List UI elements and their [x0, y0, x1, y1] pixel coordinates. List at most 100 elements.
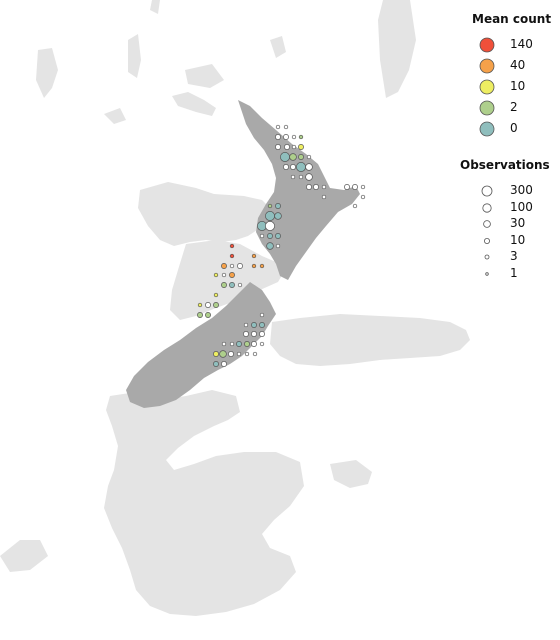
observation-marker[interactable] [229, 272, 235, 278]
observation-marker[interactable] [306, 154, 312, 160]
observation-marker[interactable] [237, 282, 243, 288]
observation-marker[interactable] [360, 194, 366, 200]
legend-mean-item: 140 [460, 37, 556, 53]
observation-marker[interactable] [259, 233, 265, 239]
observation-marker[interactable] [265, 211, 275, 221]
observation-marker[interactable] [236, 341, 242, 347]
observation-marker[interactable] [321, 184, 327, 190]
observation-marker[interactable] [291, 144, 297, 150]
observation-marker[interactable] [280, 152, 290, 162]
observation-marker[interactable] [221, 263, 227, 269]
observation-marker[interactable] [298, 154, 304, 160]
observation-marker[interactable] [298, 144, 304, 150]
observation-marker[interactable] [305, 173, 313, 181]
observation-marker[interactable] [213, 302, 219, 308]
observation-marker[interactable] [205, 312, 211, 318]
observation-marker[interactable] [267, 203, 273, 209]
observation-marker[interactable] [221, 341, 227, 347]
observation-marker[interactable] [298, 134, 304, 140]
observation-marker[interactable] [243, 331, 249, 337]
observation-marker[interactable] [205, 302, 211, 308]
observation-marker[interactable] [236, 351, 242, 357]
observation-marker[interactable] [298, 174, 304, 180]
observation-marker[interactable] [275, 243, 281, 249]
observation-marker[interactable] [274, 212, 282, 220]
observation-marker[interactable] [267, 233, 273, 239]
observation-marker[interactable] [360, 184, 366, 190]
legend-mean-count: Mean count 140 40 10 2 0 [460, 12, 556, 142]
observation-marker[interactable] [229, 263, 235, 269]
observation-marker[interactable] [229, 243, 235, 249]
observation-marker[interactable] [321, 194, 327, 200]
observation-marker[interactable] [291, 134, 297, 140]
surrounding-land [0, 0, 470, 616]
observation-marker[interactable] [283, 164, 289, 170]
legend-observations-label: 10 [510, 232, 526, 247]
legend-color-swatch [479, 37, 495, 53]
legend-size-marker [484, 237, 490, 244]
observation-marker[interactable] [283, 134, 289, 140]
land-northeast-thin [150, 0, 160, 14]
observation-marker[interactable] [251, 263, 257, 269]
observation-marker[interactable] [352, 184, 358, 190]
observation-marker[interactable] [259, 341, 265, 347]
observation-marker[interactable] [305, 163, 313, 171]
legend-observations-title: Observations [460, 158, 550, 172]
legend-mean-item: 40 [460, 58, 556, 74]
legend-observations-label: 30 [510, 216, 526, 231]
observation-marker[interactable] [259, 322, 265, 328]
land-south [104, 390, 304, 616]
observation-marker[interactable] [275, 124, 281, 130]
observation-marker[interactable] [251, 253, 257, 259]
observation-marker[interactable] [259, 263, 265, 269]
legend-observations-item: 1 [460, 266, 556, 281]
observation-marker[interactable] [228, 351, 234, 357]
observation-marker[interactable] [229, 341, 235, 347]
observation-marker[interactable] [229, 282, 235, 288]
observation-marker[interactable] [259, 331, 265, 337]
legend-mean-title: Mean count [472, 12, 552, 26]
observation-marker[interactable] [197, 312, 203, 318]
observation-marker[interactable] [213, 361, 219, 367]
observation-marker[interactable] [352, 203, 358, 209]
observation-marker[interactable] [197, 302, 203, 308]
legend-mean-item: 0 [460, 121, 556, 137]
observation-marker[interactable] [296, 162, 306, 172]
land-northeast [378, 0, 416, 98]
observation-marker[interactable] [244, 341, 250, 347]
observation-marker[interactable] [221, 282, 227, 288]
observation-marker[interactable] [221, 361, 227, 367]
observation-marker[interactable] [266, 242, 274, 250]
observation-marker[interactable] [289, 153, 297, 161]
observation-marker[interactable] [237, 263, 243, 269]
observation-marker[interactable] [213, 292, 219, 298]
observation-marker[interactable] [275, 134, 281, 140]
observation-marker[interactable] [244, 351, 250, 357]
observation-marker[interactable] [251, 331, 257, 337]
observation-marker[interactable] [213, 351, 219, 357]
observation-marker[interactable] [251, 341, 257, 347]
observation-marker[interactable] [243, 322, 249, 328]
observation-marker[interactable] [252, 351, 258, 357]
observation-marker[interactable] [221, 272, 227, 278]
observation-marker[interactable] [275, 203, 281, 209]
observation-marker[interactable] [344, 184, 350, 190]
observation-marker[interactable] [290, 174, 296, 180]
observation-marker[interactable] [290, 164, 296, 170]
observation-marker[interactable] [219, 350, 227, 358]
observation-marker[interactable] [259, 312, 265, 318]
observation-marker[interactable] [284, 144, 290, 150]
observation-marker[interactable] [229, 253, 235, 259]
observation-marker[interactable] [265, 221, 275, 231]
land-east-peninsula [270, 314, 470, 366]
observation-marker[interactable] [275, 144, 281, 150]
observation-marker[interactable] [283, 124, 289, 130]
observation-marker[interactable] [275, 233, 281, 239]
south-island [126, 282, 276, 408]
legend-mean-label: 40 [510, 58, 526, 72]
observation-marker[interactable] [313, 184, 319, 190]
observation-marker[interactable] [251, 322, 257, 328]
observation-marker[interactable] [213, 272, 219, 278]
observation-marker[interactable] [306, 184, 312, 190]
